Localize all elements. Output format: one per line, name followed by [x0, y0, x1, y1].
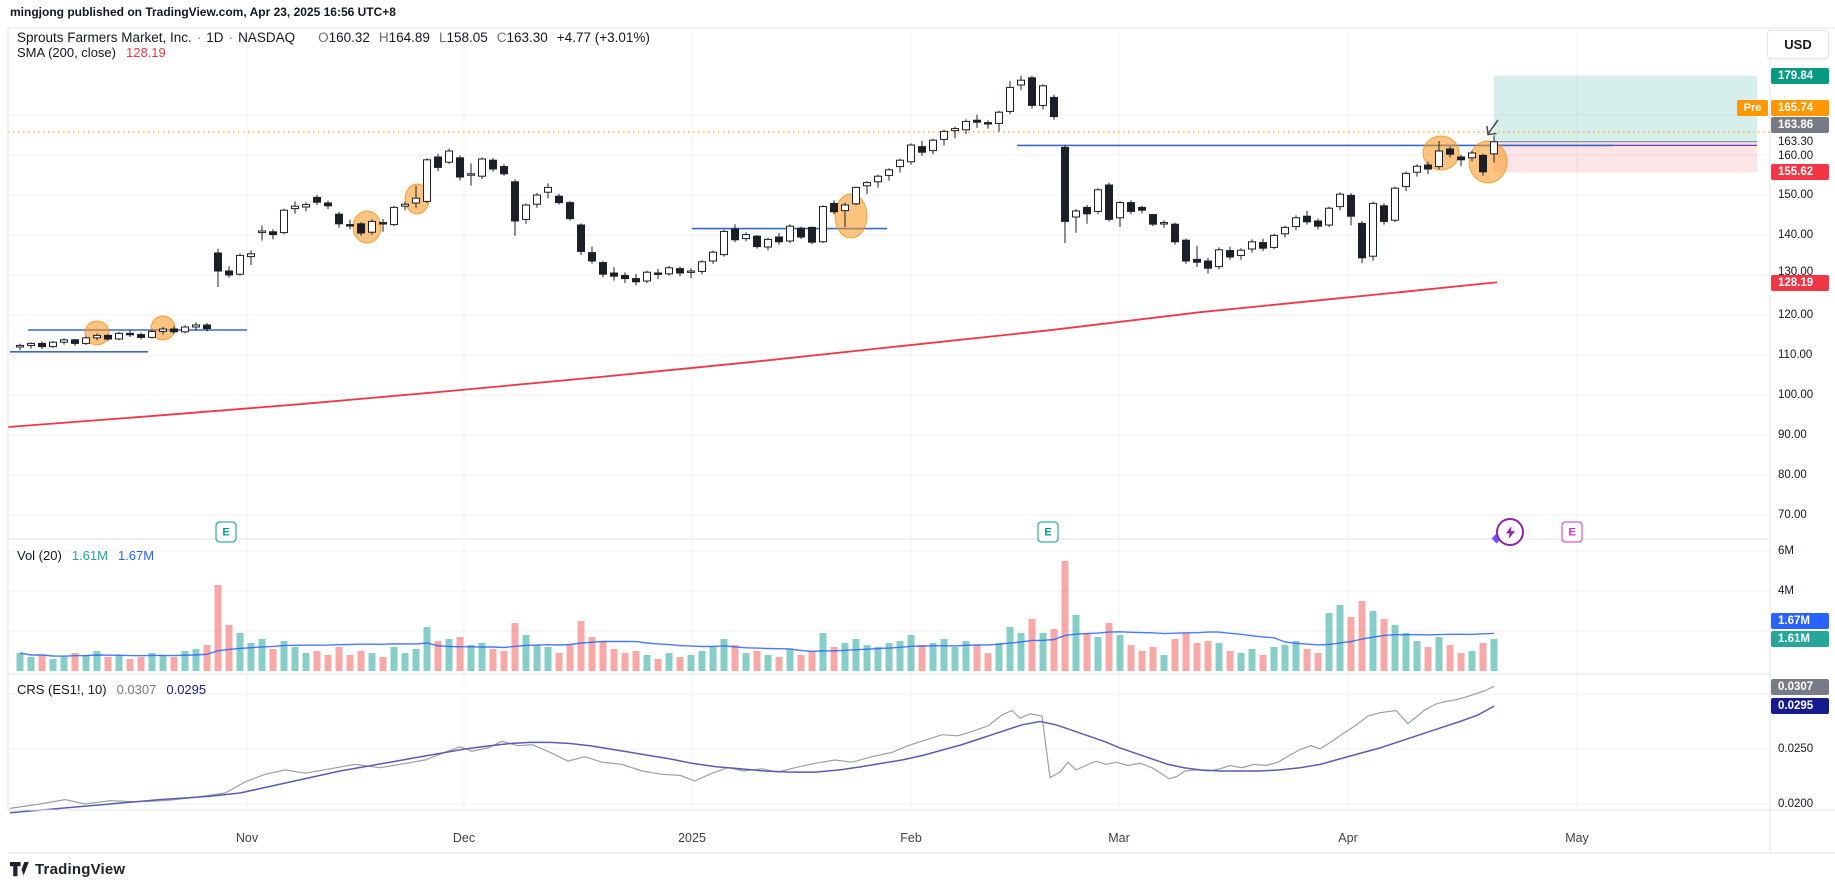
- price-badge: 155.62: [1771, 164, 1829, 180]
- time-tick-label: Feb: [900, 831, 922, 845]
- earnings-icon[interactable]: E: [1037, 521, 1059, 543]
- crs-badge: 0.0307: [1771, 679, 1829, 695]
- symbol-legend[interactable]: Sprouts Farmers Market, Inc. · 1D · NASDAQ O1…: [17, 30, 650, 45]
- legend-separator: ·: [228, 30, 234, 45]
- tradingview-logo[interactable]: TradingView: [10, 861, 125, 878]
- volume-ma-line: [19, 631, 1495, 657]
- crs-smoothed-line: [9, 705, 1495, 814]
- high-value: 164.89: [388, 30, 430, 45]
- time-tick-label: May: [1565, 831, 1589, 845]
- highlight-circle: [84, 320, 110, 346]
- sma-label[interactable]: SMA (200, close): [17, 45, 116, 60]
- price-tick-label: 163.30: [1778, 136, 1814, 148]
- change-value: +4.77 (+3.01%): [556, 30, 650, 45]
- highlight-circle: [834, 193, 868, 239]
- crs-label[interactable]: CRS (ES1!, 10): [17, 682, 107, 697]
- volume-tick-label: 4M: [1778, 585, 1794, 597]
- highlight-circle: [352, 210, 382, 244]
- price-tick-label: 140.00: [1778, 229, 1814, 241]
- price-tick-label: 100.00: [1778, 389, 1814, 401]
- price-badge: 128.19: [1771, 275, 1829, 291]
- close-value: 163.30: [506, 30, 548, 45]
- price-tick-label: 120.00: [1778, 309, 1814, 321]
- legend-separator: ·: [196, 30, 202, 45]
- price-tick-label: 90.00: [1778, 429, 1807, 441]
- upcoming-earnings-icon[interactable]: E: [1561, 521, 1583, 543]
- volume-tick-label: 6M: [1778, 545, 1794, 557]
- flash-event-icon[interactable]: [1496, 518, 1524, 546]
- low-value: 158.05: [446, 30, 488, 45]
- symbol-exchange: NASDAQ: [238, 30, 296, 45]
- price-tick-label: 160.00: [1778, 150, 1814, 162]
- price-tick-label: 80.00: [1778, 469, 1807, 481]
- currency-toggle[interactable]: USD: [1767, 30, 1829, 59]
- volume-legend[interactable]: Vol (20) 1.61M 1.67M: [17, 548, 154, 563]
- premarket-chip: Pre: [1737, 100, 1768, 116]
- crs-tick-label: 0.0200: [1778, 798, 1814, 810]
- volume-badge: 1.61M: [1771, 631, 1829, 647]
- volume-value: 1.61M: [71, 548, 108, 563]
- profit-zone: [1494, 75, 1757, 142]
- time-tick-label: Dec: [452, 831, 476, 845]
- symbol-title[interactable]: Sprouts Farmers Market, Inc.: [17, 30, 192, 45]
- volume-label[interactable]: Vol (20): [17, 548, 62, 563]
- crs-raw-line: [9, 685, 1495, 809]
- crs-legend[interactable]: CRS (ES1!, 10) 0.0307 0.0295: [17, 682, 206, 697]
- time-tick-label: 2025: [678, 831, 706, 845]
- loss-zone: [1494, 141, 1757, 173]
- price-tick-label: 70.00: [1778, 509, 1807, 521]
- highlight-circle: [1468, 140, 1508, 184]
- mouse-cursor: [1486, 119, 1499, 136]
- tradingview-logo-icon: [10, 862, 29, 877]
- open-value: 160.32: [328, 30, 370, 45]
- crs-tick-label: 0.0250: [1778, 743, 1814, 755]
- symbol-interval[interactable]: 1D: [206, 30, 224, 45]
- price-badge: 163.86: [1771, 117, 1829, 133]
- crs-badge: 0.0295: [1771, 698, 1829, 714]
- lightning-icon: [1505, 525, 1515, 539]
- time-tick-label: Nov: [235, 831, 259, 845]
- sma-value: 128.19: [126, 45, 166, 60]
- price-badge: 165.74: [1771, 100, 1829, 116]
- price-badge: 179.84: [1771, 68, 1829, 84]
- open-label: O: [318, 30, 329, 45]
- volume-ma-value: 1.67M: [117, 548, 155, 563]
- sma200-line: [7, 281, 1498, 428]
- crs-gray-value: 0.0307: [116, 682, 157, 697]
- low-label: L: [438, 30, 447, 45]
- crs-blue-value: 0.0295: [166, 682, 207, 697]
- time-tick-label: Mar: [1108, 831, 1130, 845]
- high-label: H: [378, 30, 389, 45]
- close-label: C: [496, 30, 507, 45]
- volume-badge: 1.67M: [1771, 613, 1829, 629]
- price-tick-label: 110.00: [1778, 349, 1813, 361]
- earnings-icon[interactable]: E: [215, 521, 237, 543]
- sma-legend[interactable]: SMA (200, close) 128.19: [17, 45, 166, 60]
- price-tick-label: 150.00: [1778, 189, 1814, 201]
- publish-info: mingjong published on TradingView.com, A…: [10, 5, 396, 19]
- time-tick-label: Apr: [1338, 831, 1358, 845]
- tradingview-logo-text: TradingView: [35, 861, 126, 878]
- ohlc-values: O160.32 H164.89 L158.05 C163.30 +4.77 (+3.01…: [309, 30, 650, 45]
